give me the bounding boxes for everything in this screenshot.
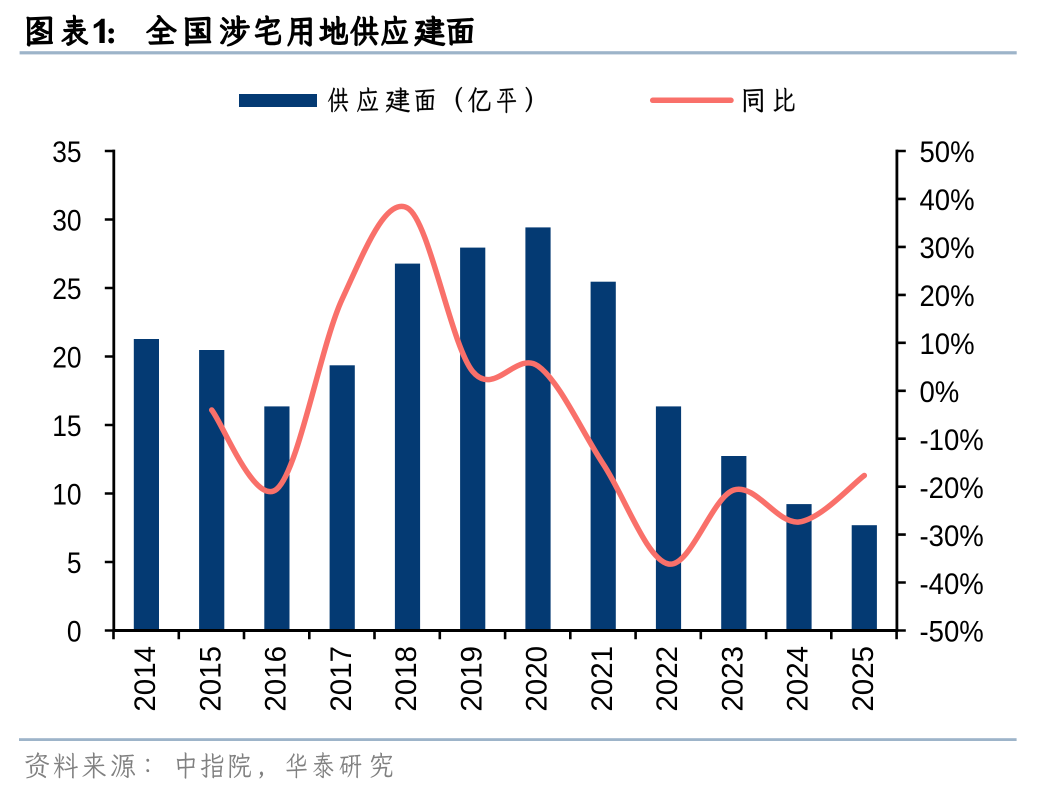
svg-text:35: 35 — [52, 136, 81, 169]
svg-text:2024: 2024 — [782, 646, 815, 712]
svg-text:-40%: -40% — [920, 568, 984, 601]
svg-text:40%: 40% — [920, 184, 975, 217]
svg-text:-50%: -50% — [920, 616, 984, 649]
svg-text:2025: 2025 — [847, 646, 880, 712]
svg-text:30: 30 — [52, 204, 81, 237]
svg-text:2019: 2019 — [455, 646, 488, 712]
svg-text:-20%: -20% — [920, 472, 984, 505]
svg-text:2017: 2017 — [325, 646, 358, 712]
svg-text:-10%: -10% — [920, 424, 984, 457]
svg-text:5: 5 — [67, 547, 82, 580]
svg-text:2015: 2015 — [194, 646, 227, 712]
svg-text:50%: 50% — [920, 136, 975, 169]
svg-text:0: 0 — [67, 615, 82, 648]
svg-text:20%: 20% — [920, 280, 975, 313]
svg-text:2022: 2022 — [651, 646, 684, 712]
svg-text:0%: 0% — [920, 376, 960, 409]
svg-text:2016: 2016 — [260, 646, 293, 712]
svg-text:25: 25 — [52, 273, 81, 306]
svg-text:2018: 2018 — [390, 646, 423, 712]
svg-text:10: 10 — [52, 478, 81, 511]
svg-text:2020: 2020 — [521, 646, 554, 712]
svg-text:30%: 30% — [920, 232, 975, 265]
svg-text:20: 20 — [52, 341, 81, 374]
svg-text:2014: 2014 — [129, 646, 162, 712]
svg-text:15: 15 — [52, 410, 81, 443]
svg-text:2023: 2023 — [717, 646, 750, 712]
svg-text:-30%: -30% — [920, 520, 984, 553]
svg-text:2021: 2021 — [586, 646, 619, 712]
svg-text:10%: 10% — [920, 328, 975, 361]
